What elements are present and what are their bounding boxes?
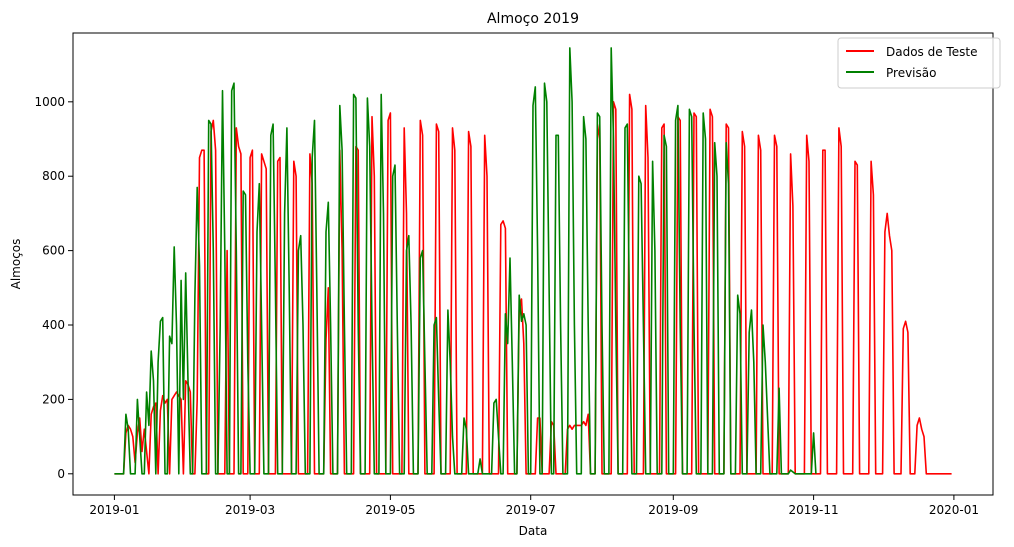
legend-label-previsao: Previsão (886, 66, 936, 80)
y-tick-label: 0 (57, 467, 65, 481)
y-tick-label: 1000 (34, 95, 65, 109)
y-axis: 0 200 400 600 800 1000 (34, 95, 73, 481)
x-tick-label: 2019-09 (648, 503, 698, 517)
legend-frame (837, 37, 1001, 89)
series-line-1 (114, 47, 817, 475)
y-axis-label: Almoços (9, 239, 23, 290)
legend: Dados de Teste Previsão (837, 37, 1001, 89)
y-tick-label: 800 (42, 169, 65, 183)
y-tick-label: 600 (42, 244, 65, 258)
x-tick-label: 2020-01 (929, 503, 979, 517)
x-tick-label: 2019-01 (89, 503, 139, 517)
x-tick-label: 2019-07 (506, 503, 556, 517)
plot-frame (72, 32, 994, 496)
x-tick-label: 2019-11 (789, 503, 839, 517)
chart-title: Almoço 2019 (487, 11, 579, 27)
x-axis-label: Data (519, 524, 548, 538)
series-line-0 (114, 93, 952, 475)
x-tick-label: 2019-03 (225, 503, 275, 517)
x-tick-label: 2019-05 (365, 503, 415, 517)
y-tick-label: 400 (42, 318, 65, 332)
legend-label-dados-de-teste: Dados de Teste (886, 45, 977, 59)
plot-area (72, 32, 994, 496)
x-axis: 2019-01 2019-03 2019-05 2019-07 2019-09 2019-… (89, 495, 979, 517)
series-layer (114, 47, 952, 475)
y-tick-label: 200 (42, 392, 65, 406)
